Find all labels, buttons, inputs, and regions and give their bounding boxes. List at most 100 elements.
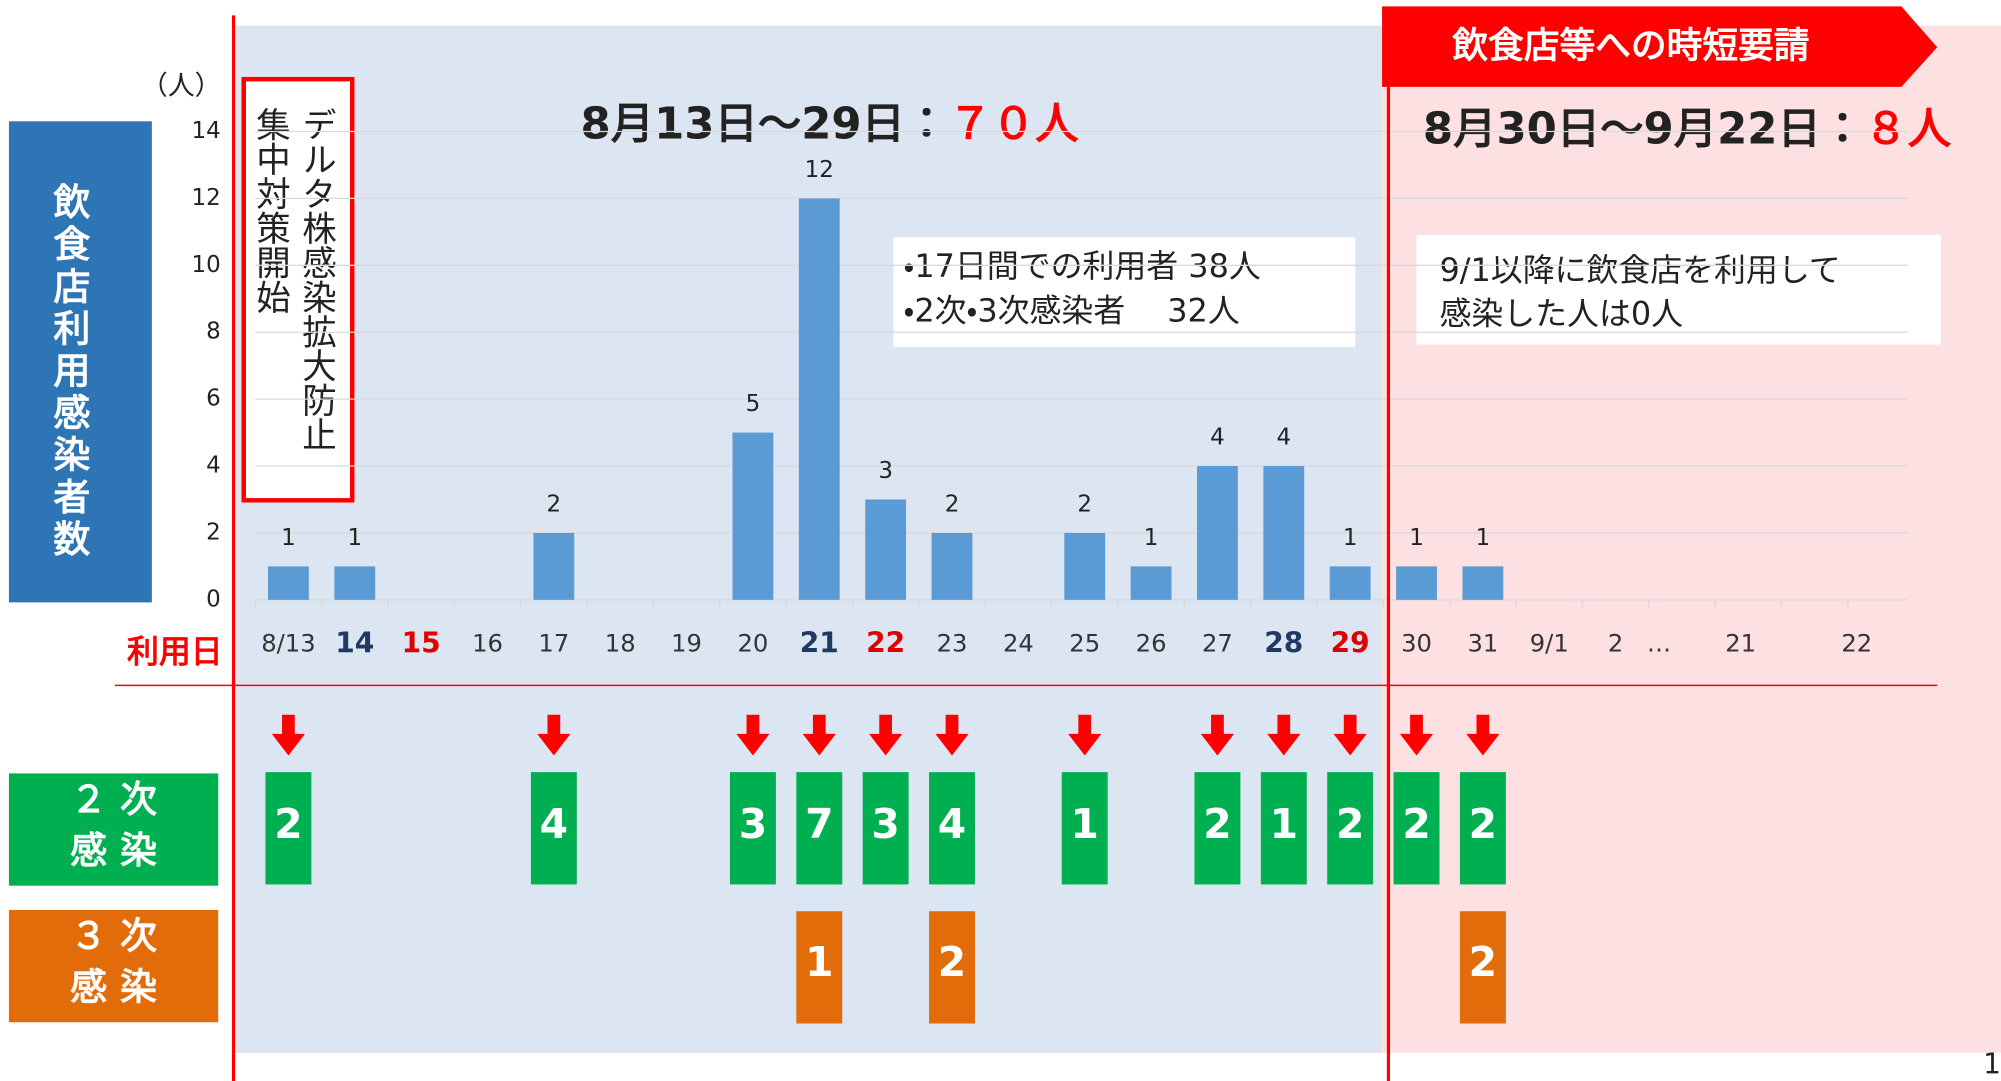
x-tick-label: 17 — [538, 629, 569, 658]
row-label: ２ 次 — [70, 778, 157, 821]
secondary-label: 1 — [1071, 800, 1099, 848]
secondary-label: 4 — [540, 800, 568, 848]
period-title: 8月13日～29日：７０人 — [581, 99, 1080, 149]
banner-arrow — [1382, 6, 1938, 87]
banner-text: 飲食店等への時短要請 — [1451, 25, 1809, 66]
annotation-text: 集中対策開始 — [249, 107, 290, 314]
row-label: ３ 次 — [70, 915, 157, 958]
y-tick-label: 12 — [192, 185, 221, 211]
secondary-box — [265, 772, 312, 885]
value-label: 12 — [805, 157, 834, 183]
y-tick-label: 8 — [206, 319, 221, 345]
value-label: 4 — [1210, 424, 1225, 450]
y-tick-label: 2 — [206, 519, 221, 545]
secondary-label: 7 — [805, 800, 833, 848]
x-tick-label: … — [1647, 629, 1671, 658]
secondary-label: 2 — [274, 800, 302, 848]
bar — [1064, 532, 1106, 600]
arrow — [1333, 714, 1367, 756]
value-label: 1 — [1476, 525, 1491, 551]
arrow — [1399, 714, 1434, 756]
secondary-box — [729, 772, 776, 885]
tertiary-label: 2 — [1469, 938, 1497, 986]
secondary-box — [1327, 772, 1374, 885]
value-label: 1 — [281, 525, 296, 551]
x-tick-label: 19 — [671, 629, 702, 658]
row-label-box — [8, 773, 219, 886]
secondary-box — [530, 772, 577, 885]
x-tick-label: 2 — [1608, 629, 1623, 658]
secondary-box — [1061, 772, 1108, 885]
x-tick-label: 14 — [335, 627, 374, 660]
bar — [798, 198, 840, 600]
period-total: ８人 — [1864, 104, 1951, 154]
tertiary-box — [1459, 911, 1506, 1024]
value-label: 1 — [347, 525, 362, 551]
row-label-box — [8, 909, 219, 1023]
x-tick-label: 25 — [1069, 629, 1100, 658]
secondary-box — [1459, 772, 1506, 885]
value-label: 2 — [945, 491, 960, 517]
x-tick-label: 8/13 — [261, 629, 315, 658]
x-tick-label: 23 — [937, 629, 968, 658]
row-label: 感 染 — [70, 966, 157, 1009]
arrow — [869, 714, 903, 756]
bar — [732, 432, 774, 600]
arrow — [271, 714, 305, 756]
x-tick-label: 21 — [800, 627, 839, 660]
x-tick-label: 21 — [1725, 629, 1756, 658]
value-label: 2 — [1077, 491, 1092, 517]
x-tick-label: 18 — [605, 629, 636, 658]
y-tick-label: 10 — [192, 252, 221, 278]
arrow — [1466, 714, 1500, 756]
y-axis-title-box — [8, 121, 152, 603]
page-number: 1 — [1983, 1048, 2001, 1081]
value-label: 3 — [878, 458, 893, 484]
note-box — [893, 237, 1356, 348]
annotation-box — [241, 76, 355, 503]
secondary-label: 1 — [1270, 800, 1298, 848]
secondary-label: 2 — [1402, 800, 1430, 848]
bar — [1396, 566, 1437, 600]
x-tick-label: 24 — [1003, 629, 1034, 658]
secondary-label: 2 — [1203, 800, 1231, 848]
y-tick-label: 6 — [206, 386, 221, 412]
secondary-label: 2 — [1336, 800, 1364, 848]
value-label: 5 — [746, 391, 761, 417]
note-text: ・17日間での利用者 38人 — [904, 247, 1261, 285]
x-tick-label: 15 — [402, 627, 441, 660]
bar — [267, 566, 309, 600]
note-text: 9/1以降に飲食店を利用して — [1439, 251, 1840, 289]
secondary-box — [929, 772, 975, 885]
value-label: 1 — [1144, 525, 1159, 551]
secondary-box — [1393, 772, 1440, 885]
value-label: 1 — [1343, 525, 1358, 551]
bar — [1329, 566, 1371, 600]
arrow — [736, 714, 770, 756]
note-box — [1416, 234, 1942, 345]
x-tick-label: 20 — [738, 629, 769, 658]
note-text: 感染した人は0人 — [1439, 294, 1683, 332]
bar — [334, 566, 376, 600]
y-axis-title: 飲食店利用感染者数 — [47, 182, 92, 561]
tertiary-label: 1 — [805, 938, 833, 986]
tertiary-box — [796, 911, 843, 1024]
period-label: 8月30日～9月22日： — [1423, 104, 1864, 154]
arrow — [537, 714, 571, 756]
arrow — [1068, 714, 1102, 756]
arrow — [935, 714, 969, 756]
secondary-label: 2 — [1469, 800, 1497, 848]
y-tick-label: 4 — [206, 453, 221, 479]
x-tick-label: 26 — [1136, 629, 1167, 658]
y-unit: （人） — [141, 70, 221, 101]
x-tick-label: 28 — [1264, 627, 1303, 660]
period-total: ７０人 — [948, 99, 1079, 149]
arrow — [1200, 714, 1235, 756]
y-tick-label: 0 — [206, 586, 221, 612]
secondary-box — [796, 772, 843, 885]
y-tick-label: 14 — [192, 118, 221, 144]
bar — [865, 499, 907, 600]
arrow — [802, 714, 836, 756]
x-tick-label: 29 — [1331, 627, 1370, 660]
